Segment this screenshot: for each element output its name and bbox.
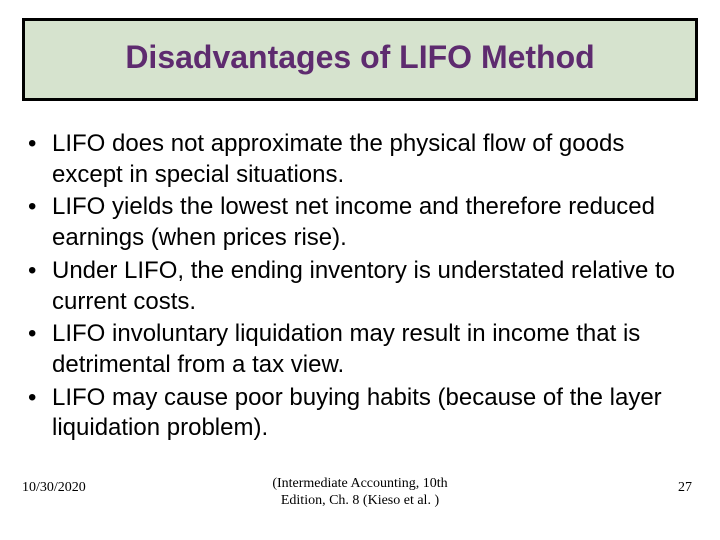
slide-title: Disadvantages of LIFO Method (35, 39, 685, 76)
list-item: LIFO does not approximate the physical f… (52, 129, 698, 190)
footer-date: 10/30/2020 (22, 480, 86, 496)
list-item: LIFO yields the lowest net income and th… (52, 192, 698, 253)
footer-page-number: 27 (678, 480, 692, 496)
slide: Disadvantages of LIFO Method LIFO does n… (0, 0, 720, 540)
bullet-list: LIFO does not approximate the physical f… (22, 129, 698, 444)
title-box: Disadvantages of LIFO Method (22, 18, 698, 101)
list-item: Under LIFO, the ending inventory is unde… (52, 256, 698, 317)
list-item: LIFO may cause poor buying habits (becau… (52, 383, 698, 444)
list-item: LIFO involuntary liquidation may result … (52, 319, 698, 380)
footer-source: (Intermediate Accounting, 10th Edition, … (272, 476, 447, 510)
